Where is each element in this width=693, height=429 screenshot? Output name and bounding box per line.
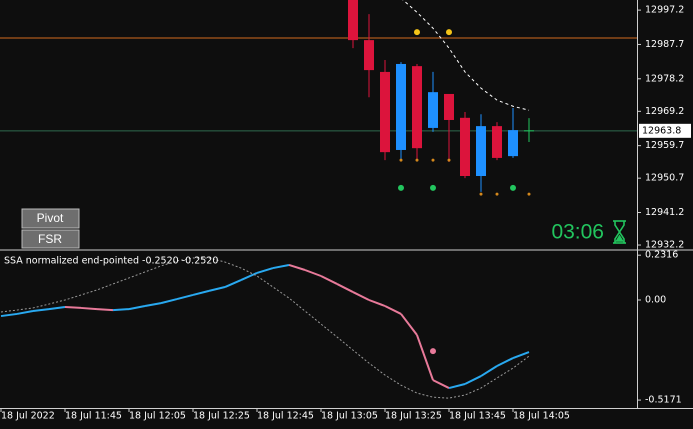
overlay-line (402, 0, 530, 111)
indicator-title: SSA normalized end-pointed -0.2520 -0.25… (4, 256, 218, 267)
indicator-segment (48, 305, 66, 311)
signal-dot (414, 29, 420, 36)
indicator-segment (288, 264, 306, 271)
x-tick-label: 18 Jul 2022 (1, 411, 55, 422)
indicator-segment (128, 305, 146, 311)
button-box[interactable] (21, 229, 80, 249)
indicator-segment (160, 298, 178, 305)
indicator-segment (256, 267, 274, 274)
y-tick-label: 12941.2 (645, 207, 684, 218)
indicator-segment (80, 306, 98, 311)
indicator-dot (430, 348, 436, 355)
indicator-segment (336, 283, 354, 293)
y-tick-label: 12932.2 (645, 240, 684, 251)
indicator-segment (432, 379, 450, 389)
indicator-segment (208, 286, 226, 292)
axes: 12997.2 12987.7 12978.2 12969.2 12959.7 12950… (0, 5, 691, 422)
signal-dot (399, 158, 403, 162)
indicator-segment (352, 291, 370, 301)
x-tick-label: 18 Jul 11:45 (65, 411, 122, 422)
indicator-segment (448, 383, 466, 390)
x-tick-label: 18 Jul 12:05 (129, 411, 186, 422)
indicator-segment (0, 312, 18, 318)
fsr-button[interactable]: FSR (21, 229, 80, 249)
y-tick-label: 12969.2 (645, 106, 684, 117)
candle-body (364, 40, 374, 71)
indicator-segment (96, 308, 114, 312)
bar-timer: 03:06 (551, 221, 604, 244)
indicator-segment (144, 302, 162, 307)
indicator-segment (176, 293, 194, 301)
indicator-segment (480, 365, 498, 377)
candle-body (380, 71, 390, 153)
candle-body (476, 126, 486, 176)
indicator-segment (64, 305, 82, 309)
indicator-segment (240, 271, 258, 281)
current-price-box (639, 123, 691, 138)
candle-body (444, 93, 454, 120)
indicator-segment (224, 279, 242, 288)
candle-body (396, 63, 406, 150)
indicator-segment (512, 351, 530, 360)
candle-body (428, 92, 438, 128)
button-label[interactable]: Pivot (37, 211, 64, 225)
signal-dot (479, 192, 483, 196)
button-label[interactable]: FSR (38, 232, 62, 246)
signal-dot (430, 184, 436, 191)
indicator-segment (304, 269, 322, 277)
signal-dot (415, 158, 419, 162)
indicator-segment (496, 357, 514, 367)
indicator-segment (400, 313, 418, 336)
x-tick-label: 18 Jul 12:45 (257, 411, 314, 422)
x-tick-label: 18 Jul 13:25 (385, 411, 442, 422)
y-tick-label: -0.5171 (645, 395, 682, 406)
indicator-segment (368, 299, 386, 307)
price-plot (0, 0, 637, 196)
y-tick-label: 12997.2 (645, 5, 684, 16)
x-tick-label: 18 Jul 13:05 (321, 411, 378, 422)
signal-dot (527, 192, 531, 196)
candle-body (460, 117, 470, 176)
x-tick-label: 18 Jul 13:45 (449, 411, 506, 422)
y-tick-label: 12950.7 (645, 173, 684, 184)
signal-dot (431, 158, 435, 162)
signal-dot (447, 158, 451, 162)
signal-dot (398, 184, 404, 191)
signal-dot (446, 29, 452, 36)
indicator-segment (464, 375, 482, 385)
y-tick-label: 12978.2 (645, 73, 684, 84)
y-tick-label: 12987.7 (645, 39, 684, 50)
candle-body (508, 130, 518, 157)
indicator-plot (0, 257, 530, 399)
button-box[interactable] (21, 208, 80, 229)
indicator-segment (320, 275, 338, 285)
x-tick-label: 18 Jul 12:25 (193, 411, 250, 422)
indicator-segment (32, 308, 50, 313)
candle-body (348, 0, 358, 41)
indicator-segment (416, 334, 434, 381)
indicator-segment (112, 308, 130, 312)
indicator-segment (16, 310, 34, 315)
candle-body (492, 126, 502, 158)
y-tick-label: 12959.7 (645, 140, 684, 151)
signal-dot (510, 184, 516, 191)
indicator-segment (192, 289, 210, 296)
candle-body (412, 66, 422, 149)
pivot-button[interactable]: Pivot (21, 208, 80, 229)
x-tick-label: 18 Jul 14:05 (513, 411, 570, 422)
y-tick-label: 0.00 (645, 295, 666, 306)
current-price-label: 12963.8 (642, 125, 681, 136)
indicator-segment (384, 305, 402, 315)
hourglass-icon (613, 220, 626, 244)
indicator-segment (272, 263, 290, 270)
signal-line (0, 257, 530, 399)
y-tick-label: 0.2316 (645, 250, 678, 261)
signal-dot (495, 192, 499, 196)
